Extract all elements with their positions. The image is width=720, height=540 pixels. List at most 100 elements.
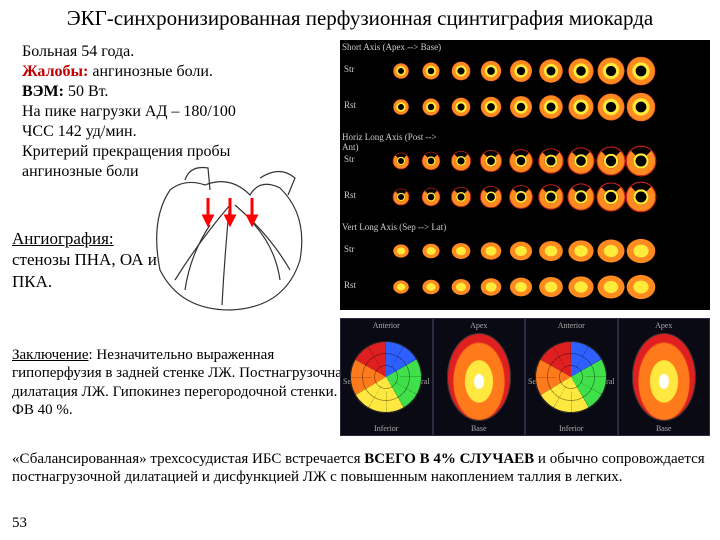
perfusion-slice (510, 60, 532, 82)
perfusion-slice (452, 98, 471, 117)
perfusion-slice (481, 242, 502, 259)
bullseye-2 (535, 341, 607, 413)
perfusion-slice (627, 239, 656, 263)
perfusion-slice (393, 189, 409, 205)
scint-row-label: Str (344, 64, 384, 74)
perfusion-slice (481, 61, 502, 82)
perfusion-slice (422, 98, 439, 115)
perfusion-slice (597, 183, 624, 210)
scint-row-label: Str (344, 154, 384, 164)
perfusion-slice (422, 188, 439, 205)
polar-cell-2: Apex Base (433, 318, 526, 436)
perfusion-slice (393, 280, 409, 293)
footer-bold: ВСЕГО В 4% СЛУЧАЕВ (364, 451, 534, 467)
scint-row-label: Rst (344, 100, 384, 110)
vem-label: ВЭМ: (22, 83, 64, 100)
perfusion-slice (393, 99, 409, 115)
perfusion-slice (481, 187, 502, 208)
perfusion-slice (539, 149, 563, 173)
perfusion-slice (539, 277, 563, 297)
patient-hr: ЧСС 142 уд/мин. (22, 122, 322, 142)
polar-top-4: Apex (655, 321, 672, 330)
perfusion-slice (597, 57, 624, 84)
perfusion-slice (568, 148, 593, 173)
footer-note: «Сбалансированная» трехсосудистая ИБС вс… (12, 450, 712, 487)
perfusion-slice (627, 147, 656, 176)
polar-cell-1: Anterior Septal Lateral Inferior (340, 318, 433, 436)
perfusion-slice (510, 150, 532, 172)
polar-top-3: Anterior (558, 321, 585, 330)
perfusion-slice (452, 243, 471, 259)
heart-diagram (130, 160, 330, 320)
scint-row (388, 146, 703, 176)
perfusion-slice (422, 152, 439, 169)
oval-2 (632, 333, 696, 421)
perfusion-slice (539, 59, 563, 83)
perfusion-slice (627, 275, 656, 299)
perfusion-slice (510, 186, 532, 208)
perfusion-slice (597, 93, 624, 120)
perfusion-slice (452, 152, 471, 171)
angio-line2: ПКА. (12, 271, 157, 292)
perfusion-slice (393, 63, 409, 79)
axis-label-vert: Vert Long Axis (Sep --> Lat) (342, 222, 452, 232)
patient-vem: ВЭМ: 50 Вт. (22, 82, 322, 102)
polar-bot-2: Base (471, 424, 487, 433)
angiography-block: Ангиография: стенозы ПНА, ОА и ПКА. (12, 228, 157, 292)
scint-row (388, 92, 703, 122)
perfusion-slice (627, 183, 656, 212)
footer-p1: «Сбалансированная» трехсосудистая ИБС вс… (12, 451, 364, 467)
polar-bot-1: Inferior (374, 424, 398, 433)
patient-criterion-1: Критерий прекращения пробы (22, 142, 322, 162)
perfusion-slice (597, 276, 624, 299)
perfusion-slice (568, 184, 593, 209)
perfusion-slice (597, 147, 624, 174)
perfusion-slice (452, 279, 471, 295)
perfusion-slice (597, 240, 624, 263)
scint-row (388, 56, 703, 86)
perfusion-slice (510, 242, 532, 261)
axis-label-short: Short Axis (Apex --> Base) (342, 42, 452, 52)
angio-label: Ангиография: (12, 229, 114, 248)
slide-title: ЭКГ-синхронизированная перфузионная сцин… (0, 0, 720, 35)
perfusion-slice (422, 244, 439, 259)
perfusion-slice (452, 188, 471, 207)
perfusion-slice (422, 280, 439, 295)
conclusion-label: Заключение (12, 347, 89, 363)
complaints-text: ангинозные боли. (88, 63, 213, 80)
scintigraphy-panel: Short Axis (Apex --> Base) Horiz Long Ax… (340, 40, 710, 310)
perfusion-slice (539, 241, 563, 261)
conclusion-block: Заключение: Незначительно выраженная гип… (12, 346, 362, 419)
perfusion-slice (393, 244, 409, 257)
perfusion-slice (481, 278, 502, 295)
perfusion-slice (627, 57, 656, 86)
bullseye-1 (350, 341, 422, 413)
scint-row (388, 272, 703, 302)
polar-top-2: Apex (470, 321, 487, 330)
scint-row (388, 182, 703, 212)
perfusion-slice (422, 62, 439, 79)
oval-1 (447, 333, 511, 421)
perfusion-slice (510, 96, 532, 118)
polar-top-1: Anterior (373, 321, 400, 330)
page-number: 53 (12, 515, 27, 532)
polar-bot-4: Base (656, 424, 672, 433)
scint-row-label: Rst (344, 190, 384, 200)
angio-line1: стенозы ПНА, ОА и (12, 249, 157, 270)
scint-row (388, 236, 703, 266)
polar-map-panel: Anterior Septal Lateral Inferior Apex Ba… (340, 318, 710, 436)
perfusion-slice (539, 95, 563, 119)
perfusion-slice (568, 58, 593, 83)
perfusion-slice (568, 240, 593, 261)
scint-row-label: Rst (344, 280, 384, 290)
patient-bp: На пике нагрузки АД – 180/100 (22, 102, 322, 122)
polar-cell-3: Anterior Septal Lateral Inferior (525, 318, 618, 436)
perfusion-slice (481, 151, 502, 172)
polar-bot-3: Inferior (559, 424, 583, 433)
perfusion-slice (568, 276, 593, 297)
perfusion-slice (539, 185, 563, 209)
perfusion-slice (510, 278, 532, 297)
perfusion-slice (627, 93, 656, 122)
patient-complaints: Жалобы: ангинозные боли. (22, 62, 322, 82)
perfusion-slice (452, 62, 471, 81)
